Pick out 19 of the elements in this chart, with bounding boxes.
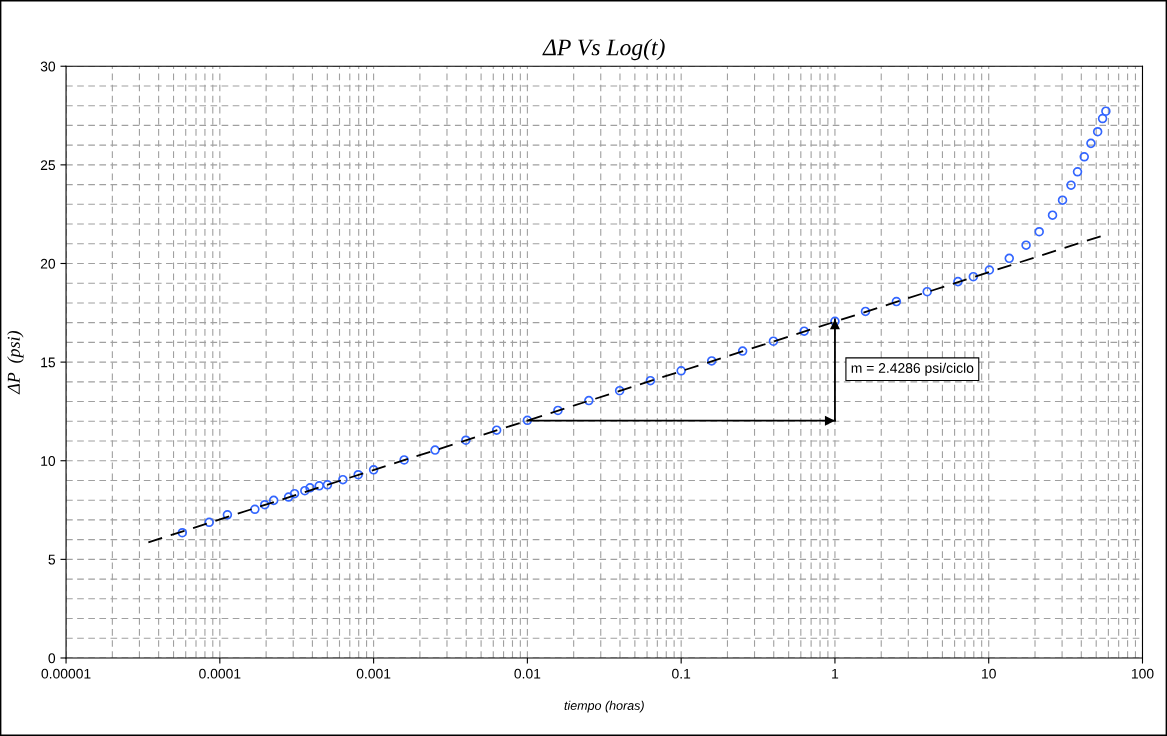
y-tick-label: 5 [48,554,56,565]
y-axis-title: ΔP (psi) [7,330,24,395]
annotation: m = 2.4286 psi/ciclo [851,362,974,376]
x-tick-label: 0.001 [356,668,391,679]
x-tick-label: 0.01 [514,668,541,679]
y-tick-label: 10 [41,456,56,466]
x-tick-label: 0.00001 [41,668,91,679]
x-tick-label: 0.0001 [199,668,241,679]
y-tick-label: 0 [48,653,56,664]
y-tick-label: 25 [40,160,56,171]
chart-title: ΔP Vs Log(t) [542,38,665,61]
y-tick-label: 15 [41,357,56,368]
x-tick-label: 10 [982,668,996,679]
x-tick-label: 1 [832,668,839,679]
x-axis-title: tiempo (horas) [564,700,644,713]
x-tick-label: 100 [1131,668,1154,679]
y-tick-label: 30 [40,61,56,72]
y-tick-label: 20 [40,258,56,269]
x-tick-label: 0.1 [672,668,691,679]
